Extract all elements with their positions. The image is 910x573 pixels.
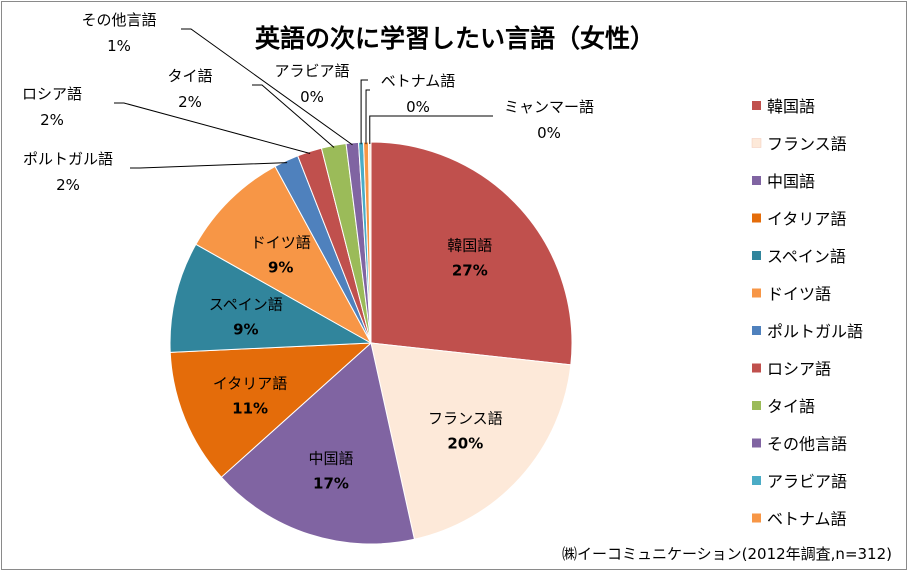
legend-label: アラビア語 [767, 472, 847, 491]
slice-percent-label: 11% [232, 400, 268, 418]
slice-name-label: フランス語 [428, 410, 503, 428]
slice-percent-label: 0% [300, 88, 324, 106]
slice-percent-label: 20% [447, 435, 483, 453]
legend-swatch [752, 438, 761, 448]
slice-2 [370, 342, 572, 540]
legend-swatch [752, 101, 761, 110]
legend-label: イタリア語 [767, 210, 846, 229]
slice-5 [169, 243, 373, 353]
legend-label: 韓国語 [767, 97, 815, 116]
legend-swatch [752, 401, 761, 410]
legend-swatch [752, 363, 761, 373]
leader-line [114, 102, 311, 154]
slice-labels: 韓国語 27% フランス語 20% 中国語 17% イタリア語 11% スペイン語 9% ドイツ語 9… [22, 11, 594, 492]
legend-label: ロシア語 [767, 360, 831, 379]
legend-label: タイ語 [767, 397, 815, 416]
slice-name-label: ベトナム語 [381, 72, 456, 90]
slice-6 [195, 165, 373, 345]
slice-name-label: スペイン語 [209, 295, 283, 313]
legend-label: 中国語 [767, 172, 815, 191]
legend-label: スペイン語 [767, 247, 846, 266]
slice-percent-label: 1% [107, 37, 131, 55]
legend-swatch [752, 251, 761, 260]
source-note: ㈱イーコミュニケーション(2012年調査,n=312) [562, 545, 892, 563]
pie-slices [169, 141, 573, 545]
legend: 韓国語フランス語中国語イタリア語スペイン語ドイツ語ポルトガル語ロシア語タイ語その… [751, 97, 863, 529]
slice-name-label: イタリア語 [213, 375, 287, 393]
legend-swatch [751, 138, 762, 148]
slice-name-label: 中国語 [308, 449, 353, 467]
slice-3 [220, 342, 416, 545]
legend-swatch [752, 326, 761, 335]
leader-line [130, 162, 288, 169]
slice-percent-label: 9% [233, 320, 258, 338]
legend-swatch [752, 213, 761, 223]
slice-name-label: ミャンマー語 [504, 98, 594, 116]
slice-name-label: 韓国語 [447, 236, 492, 254]
slice-name-label: その他言語 [81, 11, 156, 29]
legend-swatch [752, 288, 761, 298]
leader-line [252, 84, 335, 148]
slice-name-label: アラビア語 [274, 62, 349, 80]
slice-1 [370, 141, 573, 366]
slice-name-label: ドイツ語 [251, 233, 311, 251]
legend-swatch [752, 513, 761, 523]
leader-line [181, 28, 353, 146]
legend-swatch [752, 476, 761, 485]
slice-name-label: タイ語 [167, 67, 212, 85]
leader-lines [114, 28, 493, 169]
slice-percent-label: 9% [268, 258, 293, 276]
legend-label: フランス語 [767, 135, 847, 154]
legend-label: ドイツ語 [767, 285, 831, 304]
legend-swatch [752, 176, 761, 185]
leader-line [369, 115, 493, 145]
leader-line [360, 79, 368, 145]
slice-percent-label: 2% [40, 111, 64, 129]
slice-percent-label: 2% [178, 93, 202, 111]
slice-4 [169, 342, 373, 478]
legend-label: ポルトガル語 [767, 322, 863, 341]
leader-line [365, 89, 370, 145]
chart-title: 英語の次に学習したい言語（女性） [255, 24, 655, 53]
legend-label: ベトナム語 [767, 510, 847, 529]
slice-name-label: ロシア語 [22, 85, 82, 103]
slice-percent-label: 2% [56, 176, 80, 194]
slice-percent-label: 17% [313, 474, 349, 492]
slice-percent-label: 0% [537, 124, 561, 142]
slice-percent-label: 0% [406, 98, 430, 116]
slice-percent-label: 27% [452, 261, 488, 279]
legend-label: その他言語 [767, 435, 847, 454]
slice-name-label: ポルトガル語 [23, 150, 113, 168]
